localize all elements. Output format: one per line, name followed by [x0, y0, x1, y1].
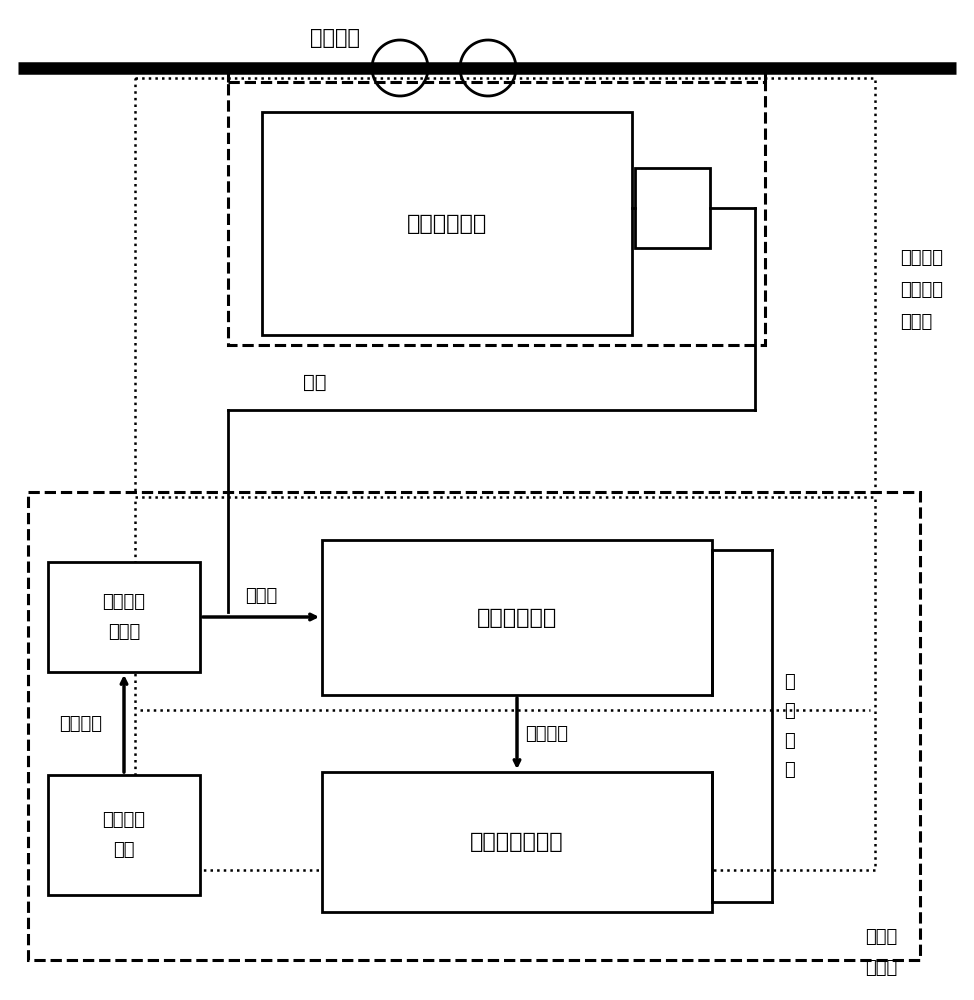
Text: 同型号远
动模块: 同型号远 动模块 — [102, 593, 145, 641]
Bar — [262, 112, 632, 335]
Bar — [635, 168, 710, 248]
Bar — [28, 492, 920, 960]
Text: 数字信号: 数字信号 — [525, 724, 568, 742]
Text: 光信号: 光信号 — [244, 587, 278, 605]
Text: 一次线路: 一次线路 — [310, 28, 360, 48]
Text: 数
据
网
络: 数 据 网 络 — [784, 673, 795, 779]
Text: 控制、
保护室: 控制、 保护室 — [865, 928, 897, 977]
Bar — [48, 562, 200, 672]
Text: 被委托光
电式电流
互感器: 被委托光 电式电流 互感器 — [900, 249, 943, 331]
Bar — [228, 82, 765, 345]
Bar — [135, 497, 875, 870]
Text: 光纤: 光纤 — [303, 373, 326, 392]
Text: 光数字转换器: 光数字转换器 — [477, 607, 557, 628]
Text: 高精度标
准源: 高精度标 准源 — [102, 811, 145, 859]
Text: 模拟信号: 模拟信号 — [59, 714, 102, 732]
Bar — [322, 540, 712, 695]
Text: 光电流传感器: 光电流传感器 — [407, 214, 487, 233]
Bar — [48, 775, 200, 895]
Text: 控制、保护系统: 控制、保护系统 — [470, 832, 564, 852]
Bar — [135, 78, 875, 505]
Bar — [322, 772, 712, 912]
